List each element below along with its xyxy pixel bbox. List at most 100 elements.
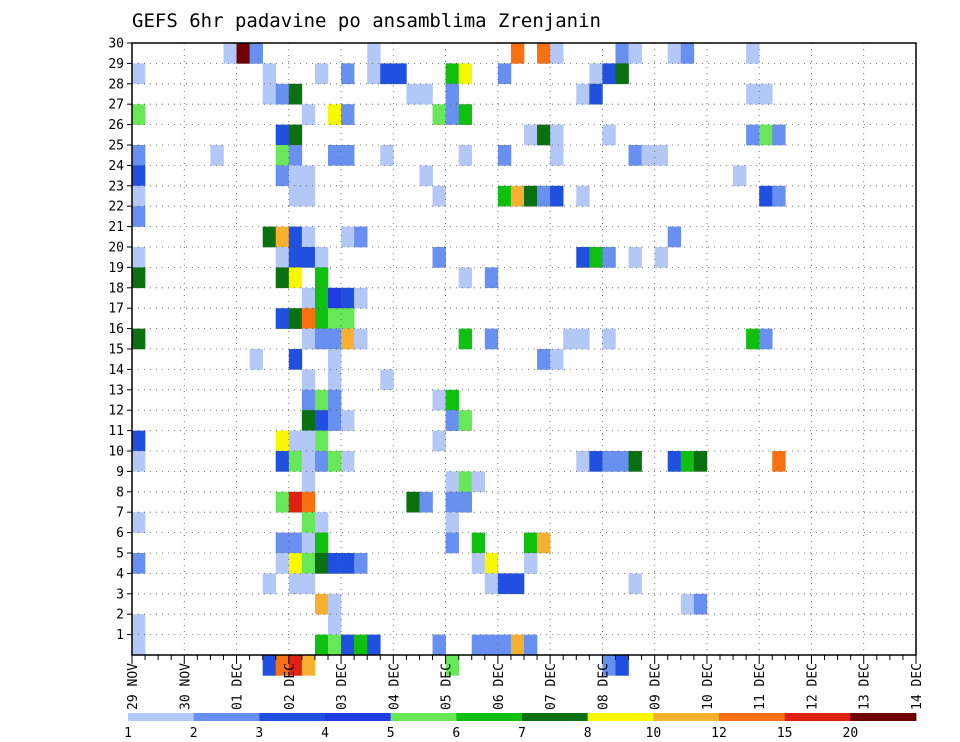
heatmap-cell <box>615 63 629 85</box>
heatmap-cell <box>524 553 538 574</box>
colorbar-swatch <box>325 713 392 721</box>
colorbar-label: 1 <box>124 726 132 741</box>
colorbar-swatch <box>193 713 260 721</box>
heatmap-cell <box>458 328 473 350</box>
heatmap-cell <box>628 573 642 595</box>
colorbar-label: 5 <box>387 726 395 741</box>
heatmap-cell <box>210 145 224 166</box>
heatmap-cell <box>314 593 329 615</box>
heatmap-cell <box>288 532 303 554</box>
heatmap-cell <box>354 553 368 574</box>
x-tick-label: 02 DEC <box>283 663 298 710</box>
heatmap-cell <box>288 83 303 105</box>
heatmap-cell <box>314 532 329 554</box>
y-tick-label: 23 <box>108 179 124 194</box>
colorbar-swatch <box>390 713 457 721</box>
heatmap-cell <box>641 145 655 166</box>
heatmap-cell <box>275 165 290 187</box>
heatmap-cell <box>432 104 446 125</box>
heatmap-cell <box>328 369 342 391</box>
x-tick-label: 01 DEC <box>231 663 246 710</box>
heatmap-cell <box>288 185 303 207</box>
heatmap-cell <box>132 451 146 472</box>
grid-layer <box>132 42 916 655</box>
heatmap-cell <box>524 185 538 207</box>
heatmap-cell <box>445 410 459 431</box>
heatmap-cell <box>262 226 277 248</box>
heatmap-cell <box>249 349 263 370</box>
colorbar-swatch <box>587 713 654 721</box>
heatmap-cell <box>262 655 277 676</box>
heatmap-cell <box>602 63 616 85</box>
y-tick-label: 11 <box>108 424 124 439</box>
heatmap-cell <box>314 267 329 289</box>
heatmap-cell <box>772 451 786 472</box>
heatmap-cell <box>628 247 642 268</box>
heatmap-cell <box>262 573 277 595</box>
heatmap-cell <box>132 614 146 635</box>
x-tick-label: 06 DEC <box>492 663 507 710</box>
heatmap-cell <box>301 430 316 452</box>
heatmap-cell <box>132 634 146 656</box>
y-tick-label: 25 <box>108 139 124 154</box>
heatmap-cell <box>602 247 616 268</box>
heatmap-cell <box>380 145 394 166</box>
heatmap-cell <box>367 634 381 656</box>
heatmap-cell <box>328 553 342 574</box>
heatmap-cell <box>314 634 329 656</box>
x-tick-label: 11 DEC <box>753 663 768 710</box>
heatmap-cell <box>471 553 486 574</box>
y-axis: 1234567891011121314151617181920212223242… <box>108 37 132 643</box>
colorbar-label: 3 <box>255 726 263 741</box>
heatmap-cell <box>406 83 420 105</box>
heatmap-cell <box>288 491 303 513</box>
heatmap-cell <box>275 226 290 248</box>
colorbar-label: 6 <box>452 726 460 741</box>
heatmap-cell <box>759 328 773 350</box>
heatmap-cell <box>759 124 773 146</box>
heatmap-cell <box>602 655 616 676</box>
heatmap-cell <box>537 124 551 146</box>
heatmap-cell <box>680 451 695 472</box>
colorbar: 1 2 3 4 5 6 7 8 10 12 15 20 <box>124 713 917 741</box>
x-tick-label: 13 DEC <box>858 663 873 710</box>
y-tick-label: 22 <box>108 200 124 215</box>
x-tick-label: 14 DEC <box>910 663 925 710</box>
heatmap-cell <box>301 553 316 574</box>
y-tick-label: 7 <box>116 506 124 521</box>
heatmap-cell <box>341 328 355 350</box>
heatmap-cell <box>132 328 146 350</box>
heatmap-cell <box>341 553 355 574</box>
heatmap-cell <box>563 328 577 350</box>
heatmap-cell <box>693 593 708 615</box>
y-tick-label: 15 <box>108 343 124 358</box>
heatmap-cell <box>576 247 590 268</box>
heatmap-cell <box>132 553 146 574</box>
colorbar-label: 12 <box>711 726 727 741</box>
heatmap-cell <box>301 308 316 329</box>
heatmap-cell <box>132 267 146 289</box>
heatmap-cell <box>132 206 146 227</box>
heatmap-cell <box>314 328 329 350</box>
heatmap-cell <box>393 63 407 85</box>
heatmap-cell <box>341 634 355 656</box>
heatmap-cell <box>301 247 316 268</box>
heatmap-cell <box>654 247 669 268</box>
heatmap-cell <box>341 410 355 431</box>
heatmap-cell <box>628 145 642 166</box>
heatmap-cell <box>314 287 329 309</box>
heatmap-cell <box>380 63 394 85</box>
heatmap-cell <box>484 573 499 595</box>
y-tick-label: 28 <box>108 77 124 92</box>
colorbar-swatch <box>850 713 917 721</box>
y-tick-label: 19 <box>108 261 124 276</box>
y-tick-label: 9 <box>116 465 124 480</box>
heatmap-cell <box>354 226 368 248</box>
heatmap-cell <box>445 512 459 533</box>
x-tick-label: 05 DEC <box>440 663 455 710</box>
x-tick-label: 03 DEC <box>335 663 350 710</box>
heatmap-cell <box>667 451 682 472</box>
heatmap-cell <box>628 451 642 472</box>
heatmap-cell <box>432 389 446 411</box>
heatmap-cell <box>262 83 277 105</box>
